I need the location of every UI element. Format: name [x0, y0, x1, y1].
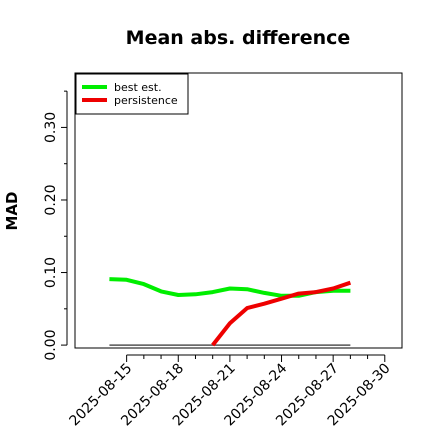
legend: best est.persistence: [75, 73, 189, 115]
y-tick-label: 0.10: [43, 257, 59, 288]
series-layer: [109, 277, 352, 347]
series-line-persistence: [211, 280, 352, 347]
chart-title: Mean abs. difference: [126, 27, 351, 49]
legend-box: [75, 73, 189, 115]
y-tick-label: 0.20: [43, 184, 59, 215]
x-axis: 2025-08-152025-08-182025-08-212025-08-24…: [67, 354, 394, 429]
y-axis: 0.00 0.10 0.20 0.30: [43, 90, 68, 361]
legend-entry: best est.: [114, 81, 162, 94]
y-tick-label: 0.00: [43, 330, 59, 361]
plot-frame: [74, 72, 403, 349]
legend-entry: persistence: [114, 94, 178, 107]
y-tick-label: 0.30: [43, 112, 59, 143]
y-axis-label: MAD: [3, 192, 21, 231]
